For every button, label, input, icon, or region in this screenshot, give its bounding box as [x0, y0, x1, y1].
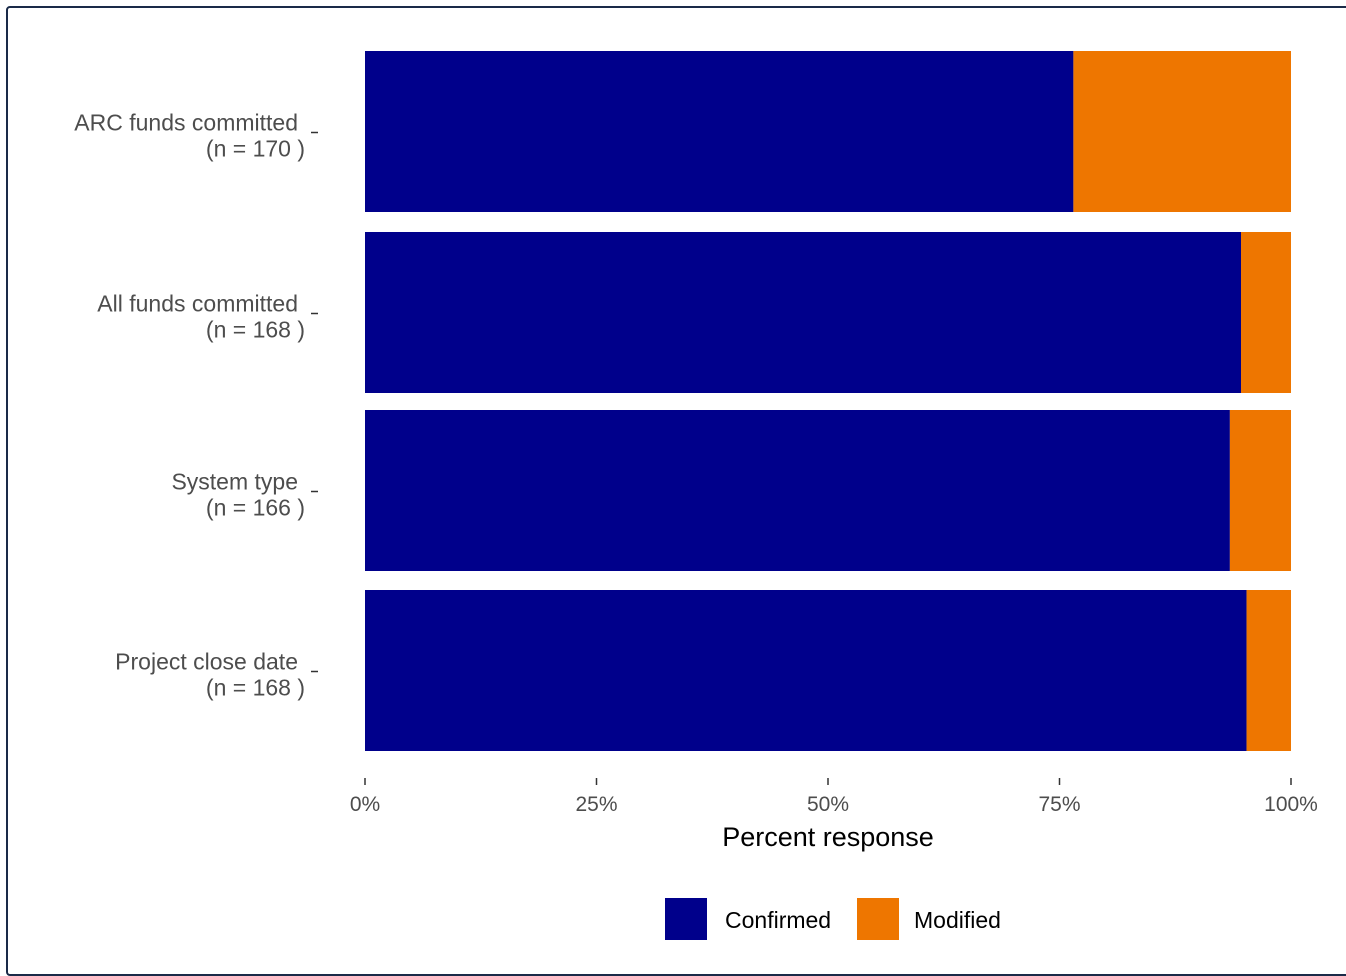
bar-modified-1	[1073, 51, 1291, 212]
legend-label-confirmed: Confirmed	[725, 907, 831, 933]
y-axis-labels: ARC funds committed(n = 170 ) All funds c…	[74, 110, 318, 701]
legend: Confirmed Modified	[665, 898, 1001, 940]
bar-confirmed-2	[365, 232, 1241, 393]
bar-confirmed-1	[365, 51, 1074, 212]
x-axis-title: Percent response	[722, 822, 934, 852]
bar-modified-3	[1229, 410, 1291, 571]
x-tick-label: 75%	[1038, 793, 1080, 816]
x-tick-label: 100%	[1264, 793, 1318, 816]
category-n-label: (n = 168 )	[206, 675, 305, 701]
x-tick-label: 25%	[575, 793, 617, 816]
legend-label-modified: Modified	[914, 907, 1001, 933]
category-n-label: (n = 170 )	[206, 136, 305, 162]
x-tick-label: 50%	[807, 793, 849, 816]
category-n-label: (n = 168 )	[206, 317, 305, 343]
category-label: All funds committed	[97, 291, 298, 317]
bars-layer	[365, 51, 1291, 751]
bar-modified-2	[1240, 232, 1291, 393]
category-label: Project close date	[115, 649, 298, 675]
legend-swatch-confirmed	[665, 898, 707, 940]
category-n-label: (n = 166 )	[206, 495, 305, 521]
x-tick-label: 0%	[350, 793, 380, 816]
x-axis: 0% 25% 50% 75% 100%	[350, 778, 1318, 816]
bar-confirmed-3	[365, 410, 1230, 571]
category-label: ARC funds committed	[74, 110, 298, 136]
category-label: System type	[171, 469, 298, 495]
bar-confirmed-4	[365, 590, 1247, 751]
legend-swatch-modified	[857, 898, 899, 940]
bar-modified-4	[1246, 590, 1291, 751]
